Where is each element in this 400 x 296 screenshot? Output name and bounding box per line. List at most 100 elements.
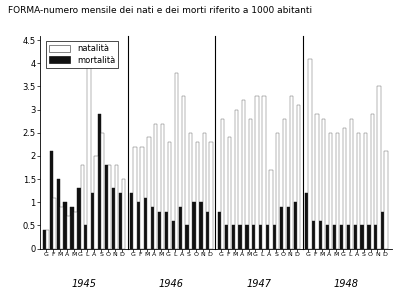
Bar — [105, 165, 108, 249]
Text: 1945: 1945 — [72, 279, 96, 289]
Bar — [315, 114, 318, 249]
Bar — [206, 212, 210, 249]
Bar — [225, 226, 228, 249]
Bar — [238, 226, 242, 249]
Bar — [210, 142, 213, 249]
Bar — [50, 151, 53, 249]
Bar — [199, 202, 202, 249]
Bar — [137, 202, 140, 249]
Bar — [165, 212, 168, 249]
Bar — [297, 105, 300, 249]
Bar — [168, 142, 171, 249]
Bar — [221, 119, 224, 249]
Bar — [101, 133, 104, 249]
Bar — [43, 230, 46, 249]
Bar — [175, 73, 178, 249]
Bar — [119, 193, 122, 249]
Bar — [378, 86, 381, 249]
Bar — [46, 230, 49, 249]
Bar — [354, 226, 357, 249]
Bar — [326, 226, 329, 249]
Bar — [53, 198, 56, 249]
Bar — [77, 189, 80, 249]
Bar — [235, 110, 238, 249]
Bar — [84, 226, 88, 249]
Bar — [74, 212, 77, 249]
Bar — [276, 133, 280, 249]
Bar — [154, 123, 158, 249]
Bar — [357, 133, 360, 249]
Bar — [290, 96, 293, 249]
Bar — [308, 59, 312, 249]
Bar — [91, 193, 94, 249]
Text: 1948: 1948 — [334, 279, 359, 289]
Bar — [172, 221, 175, 249]
Bar — [108, 165, 111, 249]
Bar — [319, 221, 322, 249]
Bar — [88, 59, 91, 249]
Bar — [347, 226, 350, 249]
Bar — [259, 226, 262, 249]
Bar — [248, 119, 252, 249]
Bar — [218, 212, 221, 249]
Bar — [381, 212, 384, 249]
Bar — [122, 179, 125, 249]
Bar — [360, 226, 364, 249]
Bar — [329, 133, 332, 249]
Bar — [322, 119, 326, 249]
Bar — [144, 198, 147, 249]
Bar — [98, 114, 101, 249]
Bar — [266, 226, 269, 249]
Bar — [196, 142, 199, 249]
Bar — [269, 170, 272, 249]
Bar — [252, 226, 256, 249]
Bar — [374, 226, 378, 249]
Bar — [64, 202, 67, 249]
Bar — [140, 147, 144, 249]
Bar — [182, 96, 185, 249]
Bar — [350, 119, 353, 249]
Bar — [333, 226, 336, 249]
Bar — [336, 133, 339, 249]
Bar — [370, 114, 374, 249]
Bar — [161, 123, 164, 249]
Bar — [130, 193, 134, 249]
Bar — [305, 193, 308, 249]
Bar — [280, 207, 283, 249]
Bar — [178, 207, 182, 249]
Bar — [202, 133, 206, 249]
Bar — [228, 137, 231, 249]
Bar — [94, 156, 98, 249]
Text: 1947: 1947 — [246, 279, 272, 289]
Bar — [189, 133, 192, 249]
Bar — [232, 226, 235, 249]
Bar — [147, 137, 150, 249]
Text: FORMA-numero mensile dei nati e dei morti riferito a 1000 abitanti: FORMA-numero mensile dei nati e dei mort… — [8, 6, 312, 15]
Bar — [186, 226, 189, 249]
Bar — [245, 226, 248, 249]
Legend: natalità, mortalità: natalità, mortalità — [46, 41, 118, 68]
Bar — [112, 189, 115, 249]
Bar — [287, 207, 290, 249]
Bar — [242, 100, 245, 249]
Bar — [67, 216, 70, 249]
Bar — [273, 226, 276, 249]
Bar — [115, 165, 118, 249]
Bar — [367, 226, 370, 249]
Bar — [262, 96, 266, 249]
Bar — [256, 96, 259, 249]
Bar — [151, 207, 154, 249]
Bar — [343, 128, 346, 249]
Bar — [340, 226, 343, 249]
Bar — [60, 207, 63, 249]
Bar — [294, 202, 297, 249]
Text: 1946: 1946 — [159, 279, 184, 289]
Bar — [158, 212, 161, 249]
Bar — [134, 147, 137, 249]
Bar — [80, 165, 84, 249]
Bar — [56, 179, 60, 249]
Bar — [70, 207, 74, 249]
Bar — [283, 119, 286, 249]
Bar — [364, 133, 367, 249]
Bar — [384, 151, 388, 249]
